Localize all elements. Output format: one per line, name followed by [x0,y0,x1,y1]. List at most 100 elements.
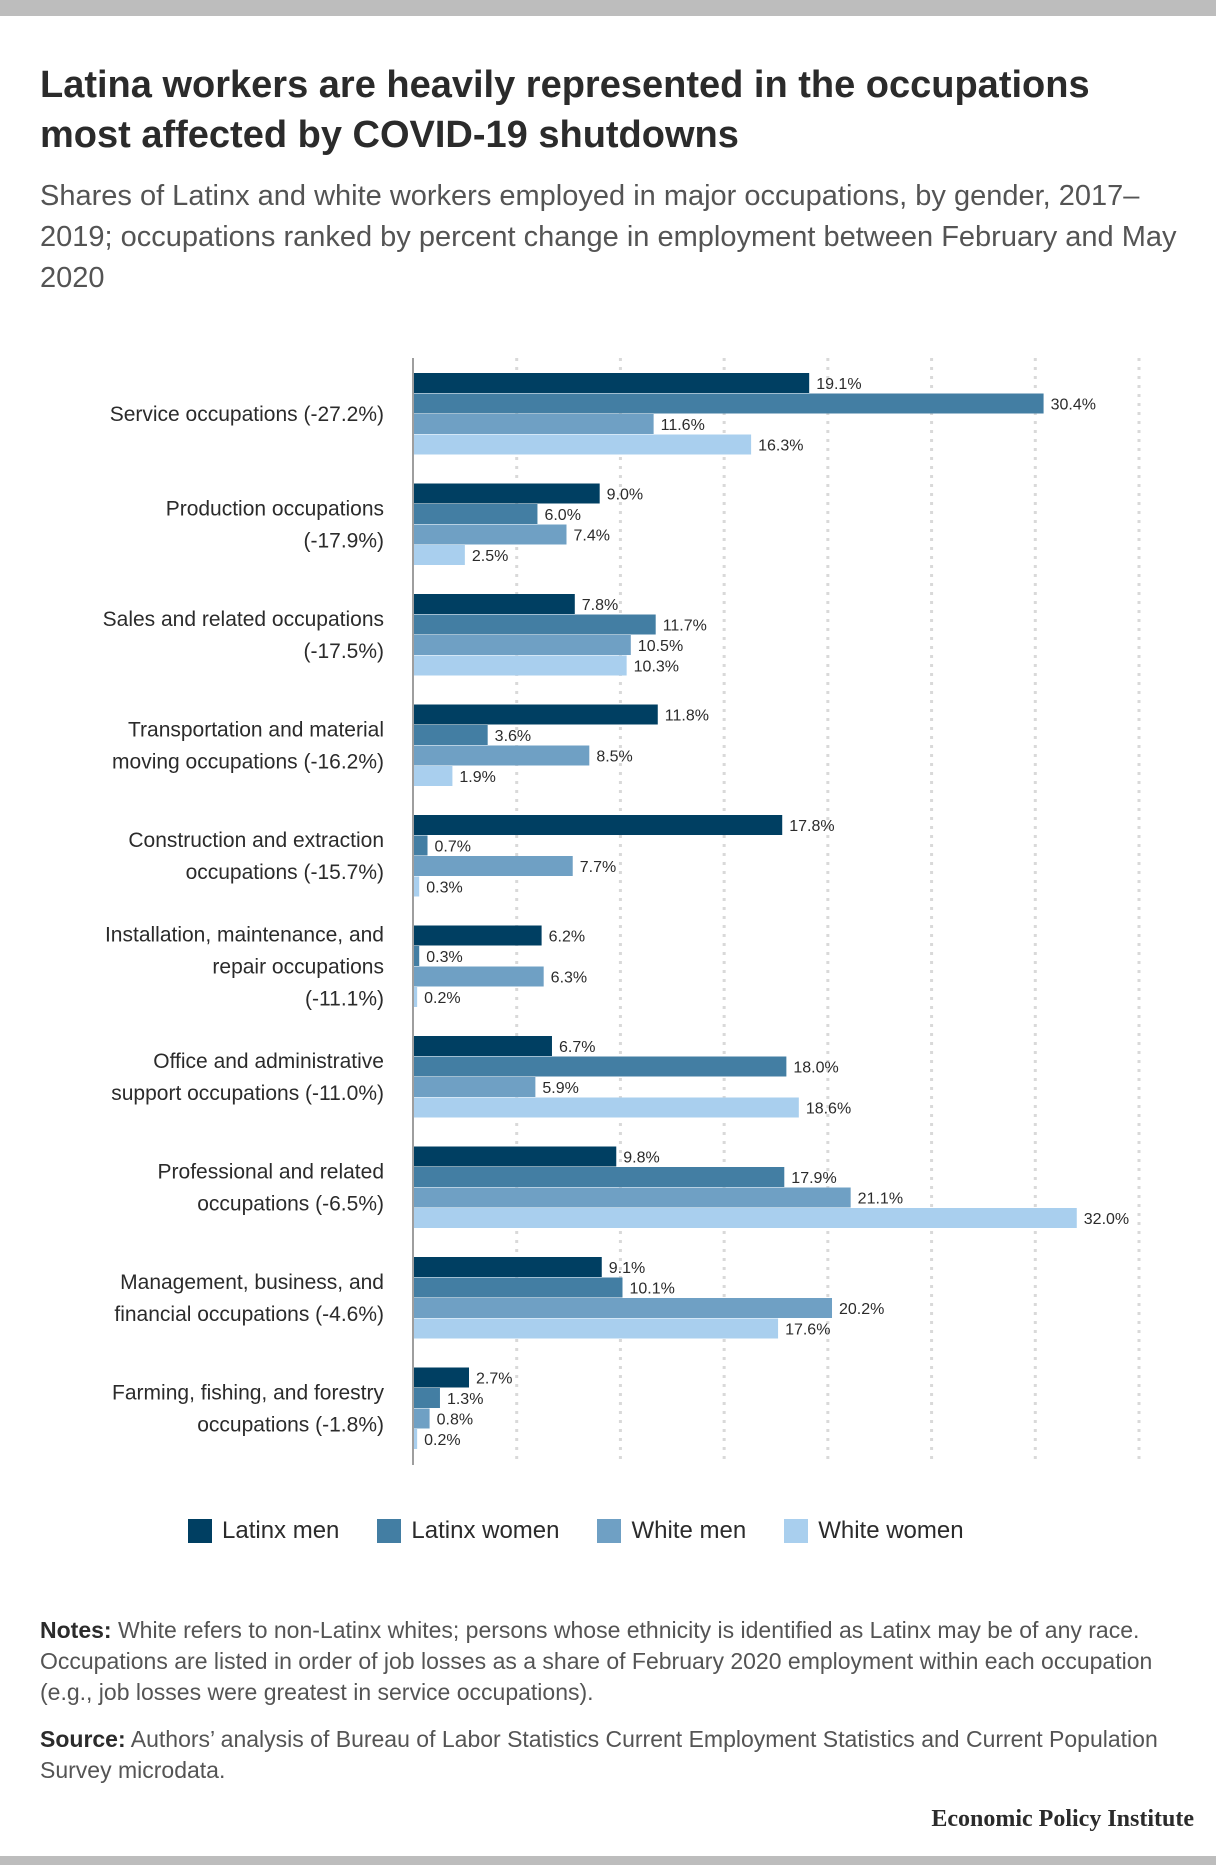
data-label: 0.3% [426,949,462,966]
data-label: 0.2% [424,1432,460,1449]
bar [413,835,428,856]
data-label: 2.5% [472,548,508,565]
data-label: 1.9% [459,769,495,786]
category-label-line: Professional and related [158,1161,384,1184]
data-label: 0.7% [435,839,471,856]
category-label-line: (-17.9%) [303,530,384,553]
chart-legend: Latinx men Latinx women White men White … [188,1517,964,1545]
data-label: 16.3% [758,438,803,455]
bar [413,815,783,835]
bar [413,1097,799,1118]
source-text: Authors’ analysis of Bureau of Labor Sta… [40,1726,1158,1783]
data-label: 7.8% [582,597,618,614]
bar [413,876,420,897]
bar [413,925,542,946]
legend-item-white-men: White men [597,1517,746,1545]
bar [413,635,631,655]
category-label-line: (-11.1%) [305,988,384,1011]
category-label-line: occupations (-6.5%) [197,1193,384,1216]
legend-swatch-white-women [784,1519,809,1543]
bar [413,483,600,504]
bar [413,414,654,434]
data-label: 3.6% [495,728,531,745]
category-label: Installation, maintenance, and repair occ… [105,924,384,1011]
data-label: 32.0% [1084,1211,1129,1228]
bar [413,1367,470,1388]
legend-label-latinx-men: Latinx men [222,1517,340,1544]
data-label: 11.7% [663,618,707,635]
brand-logo: Economic Policy Institute [931,1806,1194,1832]
bar [413,545,465,565]
bar [413,725,488,745]
category-label: Office and administrative support occupat… [111,1050,384,1105]
category-label-line: Installation, maintenance, and [105,924,384,947]
category-label: Sales and related occupations (-17.5%) [103,608,384,663]
bar [413,1056,787,1077]
legend-item-latinx-men: Latinx men [188,1517,339,1545]
category-label-line: repair occupations [212,956,384,979]
bar [413,655,627,676]
category-label-line: Service occupations (-27.2%) [110,403,384,426]
category-label-line: Office and administrative [153,1050,384,1073]
data-label: 9.0% [607,487,643,504]
data-label: 17.8% [789,818,834,835]
category-label: Service occupations (-27.2%) [110,403,384,426]
bottom-rule [0,1856,1216,1865]
data-label: 6.7% [559,1039,595,1056]
data-label: 1.3% [447,1391,483,1408]
data-label: 20.2% [839,1301,884,1318]
bar [413,856,573,876]
data-label: 0.3% [426,880,462,897]
category-label-line: moving occupations (-16.2%) [112,751,384,774]
data-label: 18.6% [806,1101,851,1118]
chart-source: Source: Authors’ analysis of Bureau of L… [40,1724,1180,1786]
legend-item-white-women: White women [784,1517,964,1545]
data-label: 2.7% [476,1371,512,1388]
category-label-line: Production occupations [166,498,384,521]
legend-swatch-white-men [597,1519,622,1543]
bar [413,987,418,1007]
bar [413,434,752,455]
legend-label-latinx-women: Latinx women [411,1517,560,1544]
category-label: Construction and extraction occupations (… [128,829,384,884]
notes-lead: Notes: [40,1617,112,1643]
category-label-line: Farming, fishing, and forestry [112,1382,384,1405]
data-label: 18.0% [793,1060,838,1077]
bar [413,1208,1077,1228]
legend-swatch-latinx-women [377,1519,402,1543]
data-label: 10.1% [630,1281,675,1298]
bar [413,614,656,635]
bar [413,1388,440,1408]
bar [413,946,420,966]
chart-subtitle: Shares of Latinx and white workers emplo… [40,180,1177,294]
category-label-line: support occupations (-11.0%) [111,1082,384,1105]
category-label-line: Transportation and material [128,719,384,742]
bar [413,1408,430,1429]
data-label: 6.3% [551,970,587,987]
category-label: Production occupations (-17.9%) [166,498,384,553]
bar [413,1298,833,1318]
bar [413,1257,602,1277]
data-label: 30.4% [1051,397,1096,414]
chart-title: Latina workers are heavily represented i… [40,64,1090,156]
bar [413,524,567,545]
data-label: 21.1% [858,1191,903,1208]
category-label: Professional and related occupations (-6.… [158,1161,384,1216]
bar [413,1429,418,1449]
chart-notes: Notes: White refers to non-Latinx whites… [40,1615,1180,1708]
data-label: 10.3% [634,659,679,676]
legend-label-white-women: White women [818,1517,964,1544]
legend-item-latinx-women: Latinx women [377,1517,559,1545]
bar [413,393,1044,414]
category-label-line: Sales and related occupations [103,608,384,631]
bar [413,1036,552,1056]
bar-chart: Service occupations (-27.2%) 19.1% 30.4% 11… [103,358,1141,1465]
data-label: 9.8% [623,1150,659,1167]
data-label: 0.8% [437,1412,473,1429]
category-label-line: Construction and extraction [128,829,384,852]
data-label: 7.4% [573,528,609,545]
data-label: 9.1% [609,1260,645,1277]
bar [413,966,544,987]
top-rule [0,0,1216,16]
source-lead: Source: [40,1726,126,1752]
